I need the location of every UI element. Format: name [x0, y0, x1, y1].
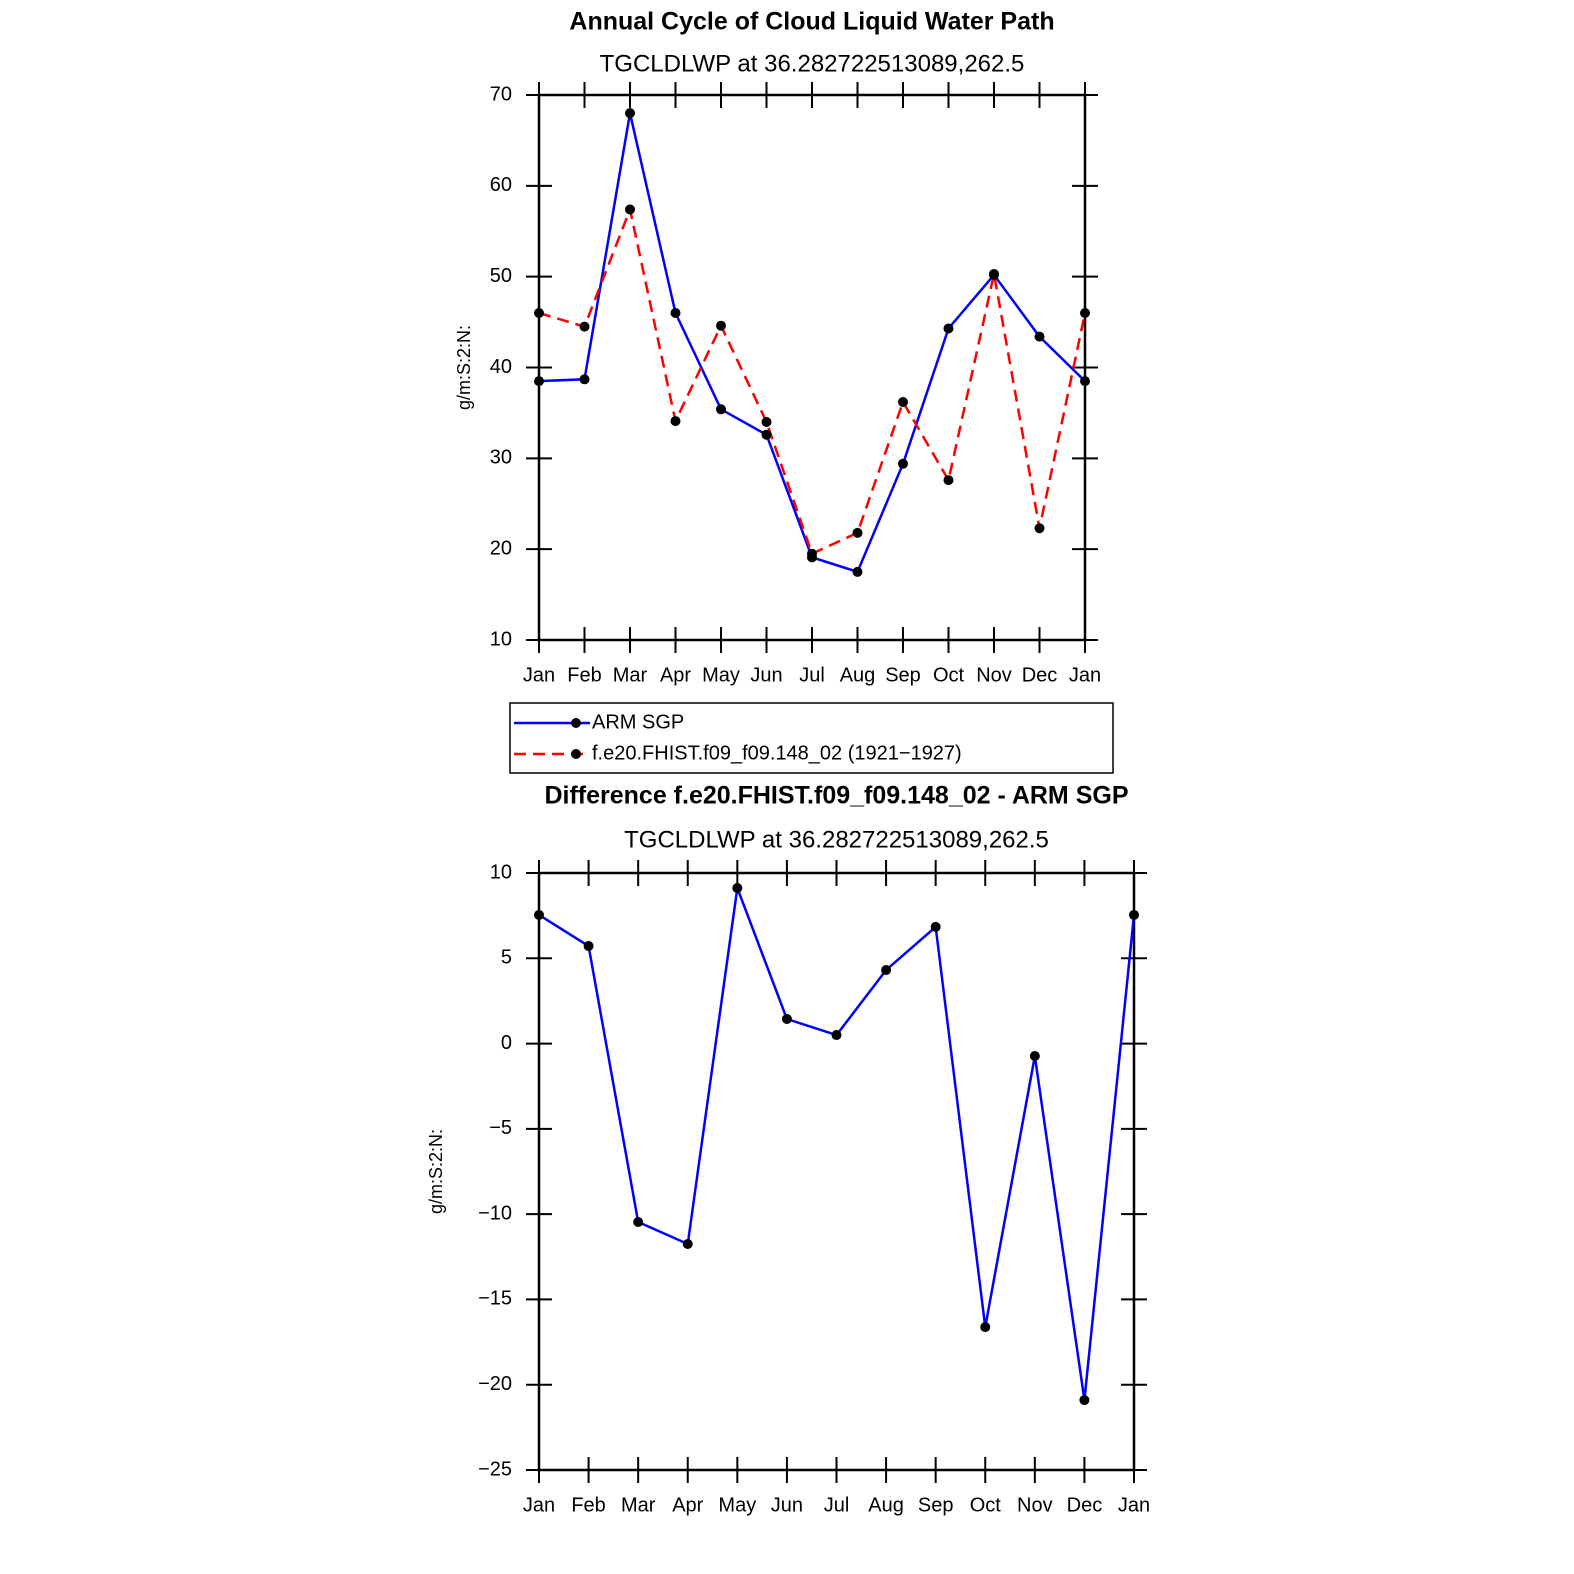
data-point	[761, 417, 772, 427]
data-point	[898, 458, 908, 469]
x-tick-label: May	[702, 664, 740, 686]
data-point	[625, 204, 635, 215]
data-point	[943, 323, 954, 334]
y-tick-label: 70	[490, 83, 512, 105]
data-point	[732, 883, 743, 894]
x-tick-label: Sep	[918, 1494, 954, 1516]
data-point	[716, 320, 726, 331]
data-point	[716, 404, 726, 415]
y-tick-label: 50	[490, 265, 512, 287]
y-tick-label: 10	[490, 861, 512, 883]
x-tick-label: Jul	[799, 664, 825, 686]
chart-subtitle: TGCLDLWP at 36.282722513089,262.5	[600, 50, 1025, 77]
data-point	[682, 1238, 693, 1249]
data-point	[579, 374, 590, 385]
y-tick-label: 40	[490, 356, 512, 378]
x-tick-label: Jan	[1118, 1494, 1150, 1516]
data-point	[625, 108, 635, 119]
data-point	[1079, 1395, 1090, 1406]
x-tick-label: Jan	[1069, 664, 1101, 686]
x-tick-label: May	[718, 1494, 756, 1516]
legend-marker	[571, 718, 581, 728]
x-tick-label: Oct	[970, 1494, 1002, 1516]
x-tick-label: Nov	[976, 664, 1012, 686]
y-tick-label: −20	[478, 1373, 512, 1395]
data-point	[633, 1216, 644, 1227]
data-point	[1029, 1051, 1040, 1062]
y-tick-label: 20	[490, 537, 512, 559]
data-point	[852, 527, 863, 538]
x-tick-label: Aug	[840, 664, 876, 686]
x-tick-label: Jun	[750, 664, 782, 686]
x-tick-label: Aug	[868, 1494, 904, 1516]
y-tick-label: 60	[490, 174, 512, 196]
data-point	[831, 1030, 842, 1041]
series-line	[538, 205, 1087, 556]
x-tick-label: Mar	[613, 664, 648, 686]
data-point	[1034, 331, 1045, 342]
data-point	[989, 268, 999, 279]
x-tick-label: Jul	[824, 1494, 850, 1516]
data-point	[583, 941, 594, 952]
y-tick-label: 5	[501, 947, 512, 969]
data-point	[852, 566, 863, 577]
x-tick-label: Dec	[1022, 664, 1058, 686]
y-tick-label: 30	[490, 447, 512, 469]
data-point	[943, 475, 954, 486]
data-point	[980, 1322, 991, 1333]
y-tick-label: −5	[489, 1117, 512, 1139]
series-line	[538, 112, 1086, 574]
data-point	[579, 321, 590, 332]
x-tick-label: Sep	[885, 664, 921, 686]
data-point	[761, 429, 772, 440]
data-point	[807, 548, 817, 559]
data-point	[534, 308, 544, 318]
chart-title: Difference f.e20.FHIST.f09_f09.148_02 - …	[544, 782, 1128, 810]
data-point	[881, 965, 892, 976]
data-point	[781, 1014, 792, 1025]
x-tick-label: Mar	[621, 1494, 656, 1516]
x-tick-label: Feb	[567, 664, 601, 686]
y-tick-label: −10	[478, 1202, 512, 1224]
chart-title: Annual Cycle of Cloud Liquid Water Path	[569, 8, 1054, 36]
data-point	[930, 921, 941, 932]
legend-label: f.e20.FHIST.f09_f09.148_02 (1921−1927)	[592, 742, 962, 764]
x-tick-label: Jan	[523, 1494, 555, 1516]
data-point	[1080, 308, 1090, 318]
y-tick-label: 0	[501, 1032, 512, 1054]
y-tick-label: 10	[490, 628, 512, 650]
legend-marker	[571, 749, 581, 759]
x-tick-label: Feb	[571, 1494, 605, 1516]
x-tick-label: Dec	[1067, 1494, 1103, 1516]
data-point	[1034, 523, 1045, 534]
data-point	[534, 909, 544, 920]
data-point	[1080, 376, 1090, 387]
data-point	[670, 308, 681, 318]
series-line	[538, 887, 1136, 1401]
data-point	[534, 376, 544, 387]
chart-subtitle: TGCLDLWP at 36.282722513089,262.5	[624, 826, 1049, 853]
y-axis-label: g/m:S:2:N:	[454, 325, 474, 410]
x-tick-label: Apr	[672, 1494, 703, 1516]
x-tick-label: Nov	[1017, 1494, 1053, 1516]
data-point	[898, 397, 908, 408]
y-tick-label: −15	[478, 1288, 512, 1310]
x-tick-label: Jun	[771, 1494, 803, 1516]
y-axis-label: g/m:S:2:N:	[426, 1129, 446, 1214]
data-point	[1129, 909, 1139, 920]
x-tick-label: Oct	[933, 664, 965, 686]
legend-label: ARM SGP	[592, 711, 684, 733]
data-point	[670, 416, 681, 427]
legend-box	[509, 702, 1114, 774]
x-tick-label: Apr	[660, 664, 691, 686]
x-tick-label: Jan	[523, 664, 555, 686]
y-tick-label: −25	[478, 1458, 512, 1480]
